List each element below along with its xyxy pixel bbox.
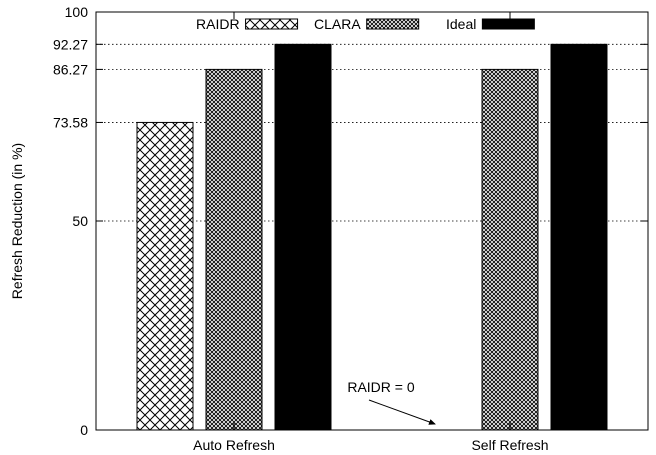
annotation-text: RAIDR = 0 [347, 379, 415, 395]
y-axis-title: Refresh Reduction (in %) [9, 143, 25, 299]
annotations: RAIDR = 0 [347, 379, 436, 425]
x-axis-ticks: Auto Refresh Self Refresh [193, 12, 549, 453]
y-tick-label: 86.27 [53, 61, 88, 77]
bar-clara-self-refresh [481, 68, 539, 431]
legend-label-raidr: RAIDR [196, 16, 240, 32]
bar-clara-auto-refresh [205, 68, 263, 431]
annotation-arrow [368, 399, 436, 425]
bar-raidr-auto-refresh [136, 121, 194, 431]
y-tick-label: 100 [65, 4, 89, 20]
y-tick-label: 73.58 [53, 114, 88, 130]
bars [136, 43, 608, 431]
legend-swatch-raidr [245, 18, 299, 30]
legend: RAIDR CLARA Ideal [196, 16, 535, 32]
x-tick-label: Self Refresh [471, 437, 548, 453]
bar-ideal-self-refresh [550, 43, 608, 431]
legend-swatch-clara [366, 18, 420, 30]
y-tick-label: 92.27 [53, 36, 88, 52]
y-tick-label: 50 [72, 213, 88, 229]
y-tick-label: 0 [80, 422, 88, 438]
y-axis-ticks: 0 50 73.58 86.27 92.27 100 [53, 4, 648, 438]
legend-label-ideal: Ideal [446, 16, 476, 32]
bar-ideal-auto-refresh [274, 43, 332, 431]
x-tick-label: Auto Refresh [193, 437, 275, 453]
legend-swatch-ideal [481, 18, 535, 30]
legend-label-clara: CLARA [314, 16, 361, 32]
